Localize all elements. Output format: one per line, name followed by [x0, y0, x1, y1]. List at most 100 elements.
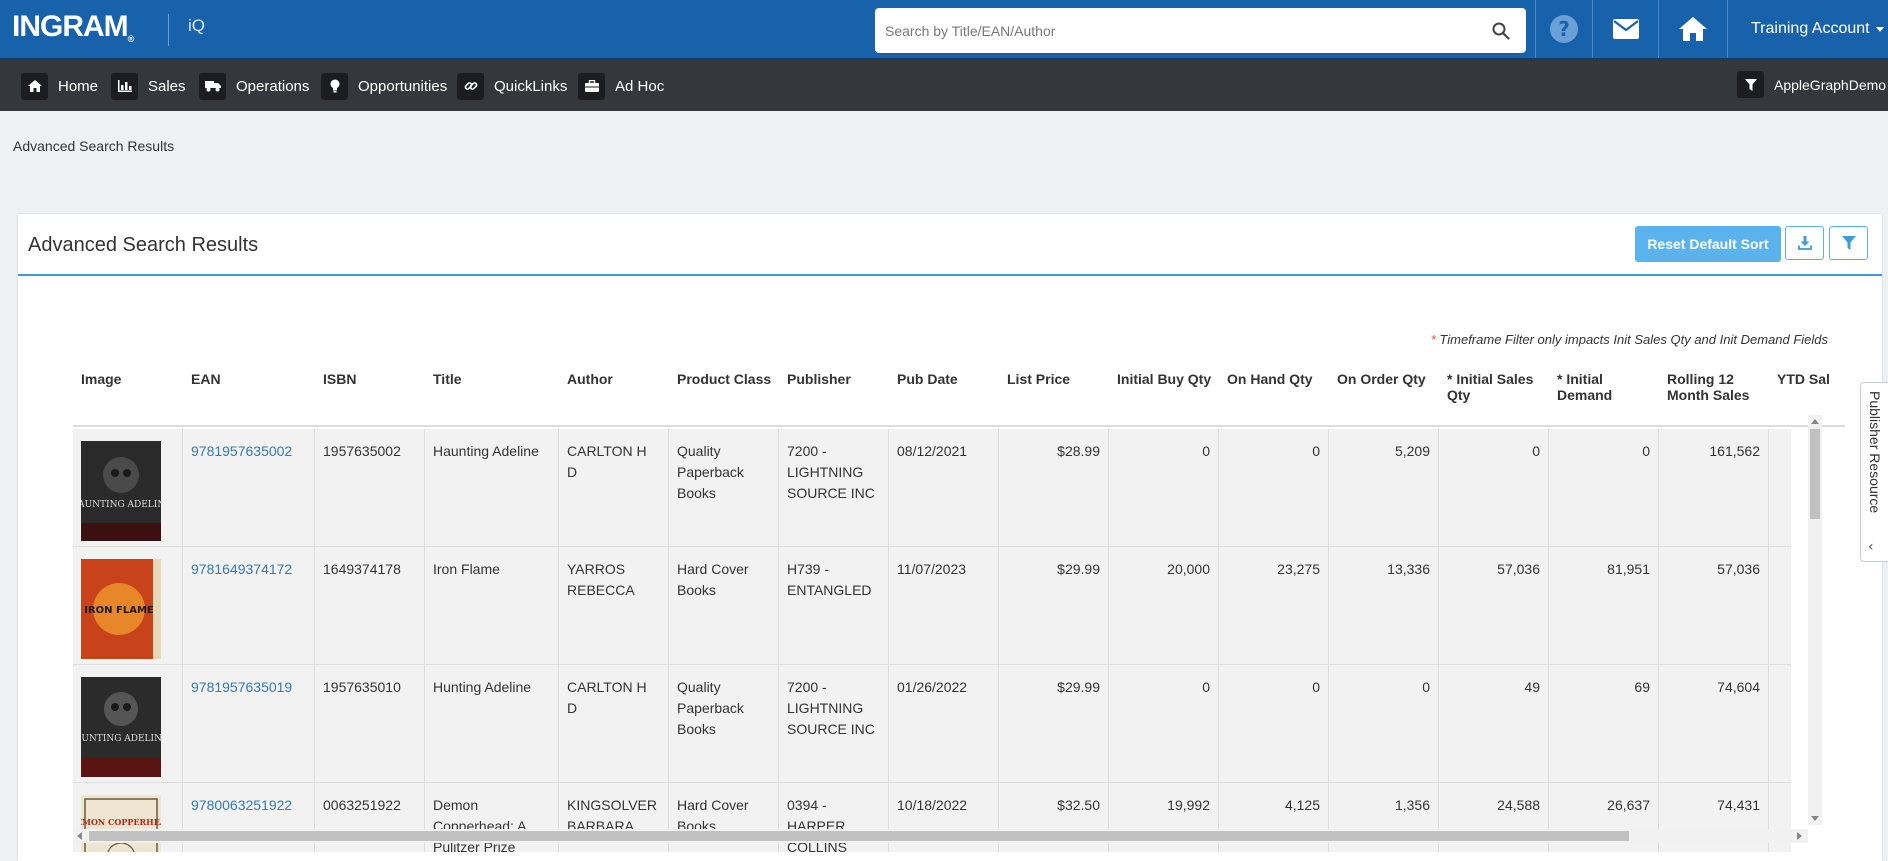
- cell-on-hand-qty: 23,275: [1219, 547, 1329, 665]
- link-icon: [457, 72, 484, 100]
- side-tab-label: Publisher Resource: [1867, 391, 1883, 514]
- nav-label-ad-hoc: Ad Hoc: [615, 77, 665, 95]
- truck-icon: [199, 72, 226, 100]
- cover-title: DEMON COPPERHEAD: [81, 817, 161, 827]
- main-nav: Home Sales Operations Opportunities Quic…: [0, 60, 1888, 111]
- cell-product-class: Quality Paperback Books: [669, 665, 779, 783]
- cell-on-order-qty: 0: [1329, 665, 1439, 783]
- scroll-down-icon[interactable]: [1811, 816, 1819, 821]
- messages-button[interactable]: [1592, 0, 1658, 58]
- column-header-ean[interactable]: EAN: [191, 371, 221, 387]
- cell-ean: 9781649374172: [183, 547, 315, 665]
- account-label: Training Account: [1751, 20, 1870, 37]
- scroll-right-icon[interactable]: [1797, 832, 1802, 840]
- cell-on-hand-qty: 0: [1219, 429, 1329, 547]
- active-filter[interactable]: AppleGraphDemo: [1737, 71, 1886, 98]
- cell-product-class: Hard Cover Books: [669, 547, 779, 665]
- vertical-scrollbar[interactable]: [1808, 415, 1822, 825]
- horizontal-scrollbar[interactable]: [73, 829, 1808, 843]
- cell-pub-date: 11/07/2023: [889, 547, 999, 665]
- scroll-left-icon[interactable]: [77, 832, 82, 840]
- reset-default-sort-button[interactable]: Reset Default Sort: [1635, 226, 1781, 262]
- column-header-author[interactable]: Author: [567, 371, 613, 387]
- book-cover-image[interactable]: DEMON COPPERHEAD: [81, 795, 161, 852]
- briefcase-icon: [578, 72, 605, 100]
- ean-link[interactable]: 9781957635002: [191, 443, 293, 459]
- horizontal-scroll-thumb[interactable]: [89, 831, 1629, 841]
- nav-item-quicklinks[interactable]: QuickLinks: [457, 71, 567, 101]
- publisher-resource-tab[interactable]: Publisher Resource ‹: [1860, 382, 1888, 562]
- cell-initial-sales-qty: 0: [1439, 429, 1549, 547]
- account-menu[interactable]: Training Account: [1727, 0, 1888, 58]
- breadcrumb: Advanced Search Results: [13, 138, 175, 154]
- cell-pub-date: 10/18/2022: [889, 783, 999, 852]
- cell-initial-demand: 81,951: [1549, 547, 1659, 665]
- cell-author: CARLTON H D: [559, 665, 669, 783]
- nav-item-operations[interactable]: Operations: [199, 71, 309, 101]
- vertical-scroll-thumb[interactable]: [1810, 429, 1820, 519]
- cell-pub-date: 08/12/2021: [889, 429, 999, 547]
- nav-item-sales[interactable]: Sales: [111, 71, 186, 101]
- ean-link[interactable]: 9781649374172: [191, 561, 293, 577]
- column-header-title[interactable]: Title: [433, 371, 462, 387]
- cell-title: Haunting Adeline: [425, 429, 559, 547]
- nav-item-ad-hoc[interactable]: Ad Hoc: [578, 71, 664, 101]
- book-cover-image[interactable]: IRON FLAME: [81, 559, 161, 659]
- ean-link[interactable]: 9780063251922: [191, 797, 293, 813]
- download-icon: [1797, 236, 1812, 250]
- search-input[interactable]: [885, 8, 1465, 53]
- cover-title: HAUNTING ADELINE: [81, 500, 161, 510]
- cell-rolling-12-month-sales: 74,431: [1659, 783, 1769, 852]
- nav-item-home[interactable]: Home: [21, 71, 98, 101]
- column-header-initial-buy-qty[interactable]: Initial Buy Qty: [1117, 371, 1212, 387]
- scroll-up-icon[interactable]: [1811, 419, 1819, 424]
- ean-link[interactable]: 9781957635019: [191, 679, 293, 695]
- cell-on-hand-qty: 0: [1219, 665, 1329, 783]
- column-header-isbn[interactable]: ISBN: [323, 371, 357, 387]
- logo-divider: [168, 14, 169, 46]
- cell-publisher: 7200 - LIGHTNING SOURCE INC: [779, 665, 889, 783]
- cell-on-order-qty: 5,209: [1329, 429, 1439, 547]
- cell-list-price: $32.50: [999, 783, 1109, 852]
- help-icon: ?: [1550, 15, 1578, 43]
- table-row: HAUNTING ADELINE 9781957635002 195763500…: [73, 429, 1791, 547]
- cell-list-price: $29.99: [999, 665, 1109, 783]
- column-header-publisher[interactable]: Publisher: [787, 371, 851, 387]
- cell-rolling-12-month-sales: 74,604: [1659, 665, 1769, 783]
- cell-image: HAUNTING ADELINE: [73, 429, 183, 547]
- table-row: HUNTING ADELINE 9781957635019 1957635010…: [73, 665, 1791, 783]
- help-button[interactable]: ?: [1535, 0, 1592, 58]
- column-header-on-hand-qty[interactable]: On Hand Qty: [1227, 371, 1313, 387]
- column-header-pub-date[interactable]: Pub Date: [897, 371, 958, 387]
- cell-initial-sales-qty: 57,036: [1439, 547, 1549, 665]
- column-header-image[interactable]: Image: [81, 371, 122, 387]
- column-header-product-class[interactable]: Product Class: [677, 371, 772, 387]
- cell-isbn: 1957635002: [315, 429, 425, 547]
- cell-list-price: $28.99: [999, 429, 1109, 547]
- chevron-down-icon: [1875, 26, 1884, 32]
- nav-label-operations: Operations: [236, 77, 310, 95]
- cell-rolling-12-month-sales: 57,036: [1659, 547, 1769, 665]
- home-button[interactable]: [1658, 0, 1727, 58]
- column-header-initial-sales-qty[interactable]: * Initial Sales Qty: [1447, 371, 1534, 403]
- nav-label-home: Home: [58, 77, 99, 95]
- column-header-ytd-sales[interactable]: YTD Sal: [1777, 371, 1830, 387]
- book-cover-image[interactable]: HUNTING ADELINE: [81, 677, 161, 777]
- filter-button[interactable]: [1829, 226, 1868, 260]
- book-cover-image[interactable]: HAUNTING ADELINE: [81, 441, 161, 541]
- cell-ean: 9780063251922: [183, 783, 315, 852]
- search-icon[interactable]: [1492, 22, 1510, 40]
- cell-isbn: 0063251922: [315, 783, 425, 852]
- table-row: IRON FLAME 9781649374172 1649374178 Iron…: [73, 547, 1791, 665]
- ingram-logo[interactable]: INGRAM®: [12, 10, 134, 44]
- results-table: Image EAN ISBN Title Author Product Clas…: [73, 352, 1845, 852]
- column-header-list-price[interactable]: List Price: [1007, 371, 1071, 387]
- column-header-rolling-12-month-sales[interactable]: Rolling 12 Month Sales: [1667, 371, 1750, 403]
- nav-item-opportunities[interactable]: Opportunities: [321, 71, 447, 101]
- column-header-initial-demand[interactable]: * Initial Demand: [1557, 371, 1613, 403]
- panel-divider: [18, 274, 1882, 276]
- cell-isbn: 1649374178: [315, 547, 425, 665]
- column-header-on-order-qty[interactable]: On Order Qty: [1337, 371, 1426, 387]
- filter-label: AppleGraphDemo: [1774, 76, 1887, 93]
- download-button[interactable]: [1785, 226, 1824, 260]
